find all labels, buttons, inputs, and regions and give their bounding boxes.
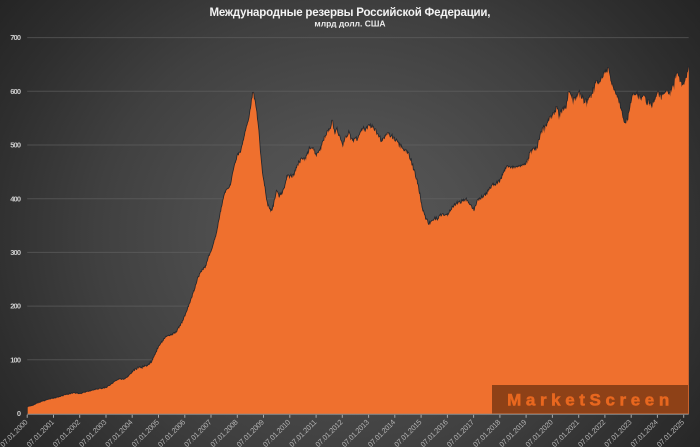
svg-text:Международные резервы Российск: Международные резервы Российской Федерац… (210, 7, 491, 19)
svg-text:400: 400 (10, 194, 21, 203)
svg-text:100: 100 (10, 355, 21, 364)
svg-text:0: 0 (17, 409, 21, 418)
svg-text:600: 600 (10, 87, 21, 96)
svg-text:млрд долл. США: млрд долл. США (314, 19, 385, 29)
svg-text:200: 200 (10, 302, 21, 311)
svg-text:300: 300 (10, 248, 21, 257)
svg-text:MarketScreen: MarketScreen (507, 391, 674, 410)
svg-text:500: 500 (10, 141, 21, 150)
svg-text:700: 700 (10, 33, 21, 42)
